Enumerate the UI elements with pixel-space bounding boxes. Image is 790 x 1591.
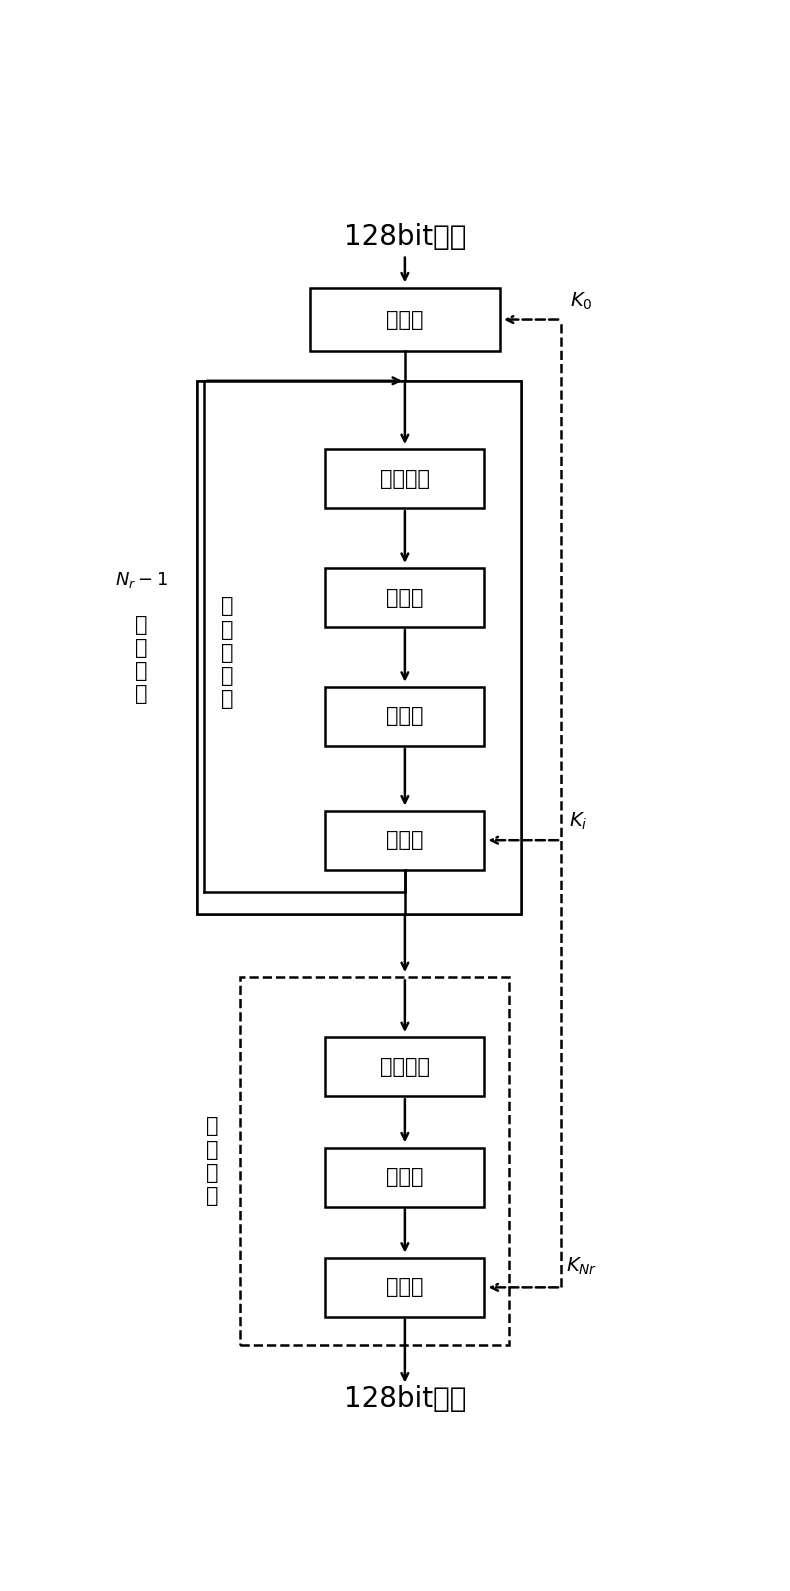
Bar <box>325 1037 484 1096</box>
Text: 列混合: 列混合 <box>386 706 423 727</box>
Bar <box>325 568 484 627</box>
Text: 字节替换: 字节替换 <box>380 1056 430 1077</box>
Text: 128bit密文: 128bit密文 <box>344 1384 466 1413</box>
Text: 密鑰加: 密鑰加 <box>386 831 423 850</box>
Text: 128bit明文: 128bit明文 <box>344 223 466 251</box>
Bar <box>239 977 509 1344</box>
Text: 次
轮
变
换: 次 轮 变 换 <box>135 614 148 705</box>
Text: 末
轮
变
换: 末 轮 变 换 <box>205 1117 218 1206</box>
Text: 密鑰加: 密鑰加 <box>386 1278 423 1297</box>
Text: $N_r - 1$: $N_r - 1$ <box>115 570 168 590</box>
Text: $K_i$: $K_i$ <box>569 811 588 832</box>
Text: 行移位: 行移位 <box>386 587 423 608</box>
Bar <box>197 380 521 913</box>
Bar <box>252 401 515 904</box>
Text: 普
通
轮
变
换: 普 通 轮 变 换 <box>221 597 234 710</box>
Text: 密鑰加: 密鑰加 <box>386 310 423 329</box>
Bar <box>325 811 484 870</box>
Bar <box>310 288 500 352</box>
Bar <box>197 380 521 913</box>
Bar <box>325 449 484 508</box>
Bar <box>325 687 484 746</box>
Text: $K_0$: $K_0$ <box>570 291 592 312</box>
Bar <box>325 1147 484 1206</box>
Text: $K_{Nr}$: $K_{Nr}$ <box>566 1255 597 1278</box>
Bar <box>325 1258 484 1317</box>
Text: 字节替换: 字节替换 <box>380 469 430 488</box>
Text: 行移位: 行移位 <box>386 1168 423 1187</box>
